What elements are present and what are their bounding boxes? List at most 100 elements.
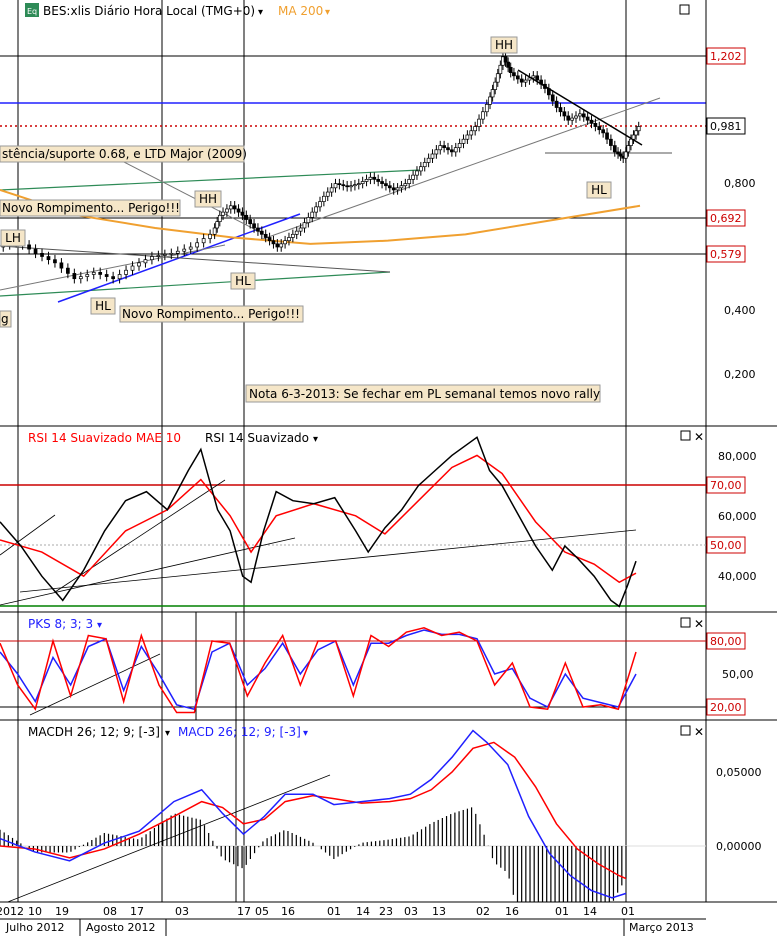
candle-body [395,187,400,191]
candle-body [605,132,609,140]
pks-tick: 50,00 [722,668,754,681]
maximize-icon[interactable] [680,725,691,736]
candle-body [337,183,342,186]
macdh-legend[interactable]: MACDH 26; 12; 9; [-3] [28,725,160,739]
candle-body [353,184,357,187]
downtrend-line [517,69,643,146]
candle-body [182,248,187,252]
close-icon[interactable]: ✕ [694,617,704,631]
pks-panel: PKS 8; 3; 3 ▾ ✕ 50,00 80,00 20,00 [0,611,777,716]
candle-body [453,147,458,153]
candle-body [391,187,396,191]
candle-body [244,214,249,220]
candle-body [578,113,582,117]
green-lower-line [0,271,391,297]
candle-body [117,274,122,280]
candle-body [27,244,31,250]
candle-body [322,195,326,202]
candle-body [546,88,551,96]
candle-body [215,221,220,229]
cut-label: g [1,312,9,326]
candle-body [341,184,346,187]
candle-body [306,217,311,224]
dropdown-icon[interactable]: ▾ [313,434,318,445]
dropdown-icon[interactable]: ▾ [97,620,102,631]
candle-body [283,240,287,245]
day-tick: 13 [432,905,446,918]
dropdown-icon[interactable]: ▾ [325,7,330,18]
candle-body [519,78,524,83]
annotation-breakout-2: Novo Rompimento... Perigo!!! [119,305,304,323]
pks-legend[interactable]: PKS 8; 3; 3 [28,617,93,631]
macd-tick: 0,00000 [716,840,762,853]
rsi-line [0,436,637,608]
maximize-icon[interactable] [680,430,691,441]
pks-tag-lower: 20,00 [710,701,742,714]
candle-body [111,276,115,280]
day-tick: 01 [327,905,341,918]
macd-legend[interactable]: MACD 26; 12; 9; [-3] [178,725,301,739]
candle-body [137,262,141,267]
candle-body [33,248,38,254]
candle-body [275,243,280,248]
candle-body [329,187,334,193]
rsi-tick: 60,000 [718,510,757,523]
rsi-ma-legend[interactable]: RSI 14 Suavizado MAE 10 [28,431,181,445]
day-tick: 01 [555,905,569,918]
candle-body [415,170,419,176]
dropdown-icon[interactable]: ▾ [303,728,308,739]
candle-body [349,185,353,188]
day-tick: 08 [103,905,117,918]
close-icon[interactable]: ✕ [694,725,704,739]
candle-body [490,89,495,98]
candle-body [252,223,256,229]
candle-body [208,233,212,239]
candle-body [143,259,148,264]
candle-body [558,107,563,113]
candle-body [515,75,520,80]
annotation-hl-3: HL [586,181,612,199]
rsi-tick: 40,000 [718,570,757,583]
day-tick: 10 [28,905,42,918]
candle-body [256,227,260,232]
candle-body [634,130,638,136]
candle-body [78,276,83,280]
candle-body [589,119,594,124]
breakout-note: Novo Rompimento... Perigo!!! [122,307,300,321]
candle-body [376,179,381,182]
candle-body [418,166,423,172]
rsi-trend-line [0,514,56,556]
candle-body [59,262,64,269]
day-tick: 01 [621,905,635,918]
maximize-icon[interactable] [680,617,691,628]
rsi-legend[interactable]: RSI 14 Suavizado [205,431,309,445]
instrument-title[interactable]: BES:xlis Diário Hora Local (TMG+0) [43,4,255,18]
candle-body [442,145,446,149]
candle-body [124,269,128,275]
price-tick: 0,800 [724,177,756,190]
candle-body [72,273,77,280]
dropdown-icon[interactable]: ▾ [165,728,170,739]
candle-body [380,181,384,184]
candle-body [236,208,241,213]
day-tick: 03 [404,905,418,918]
maximize-icon[interactable] [679,4,690,15]
candle-body [263,233,268,238]
rsi-tag-upper: 70,00 [710,479,742,492]
candle-body [531,75,536,79]
price-tag-ma-text: 0,692 [710,212,742,225]
candle-body [221,211,225,216]
candle-body [162,254,167,256]
close-icon[interactable]: ✕ [694,430,704,444]
candle-body [290,233,295,238]
price-tag-support [706,245,746,263]
dropdown-icon[interactable]: ▾ [258,7,263,18]
candle-body [554,100,559,108]
candle-body [399,185,404,189]
pks-tag-upper: 80,00 [710,635,742,648]
ma-legend[interactable]: MA 200 [278,4,323,18]
candle-body [623,151,628,159]
month-label: Julho 2012 [5,921,64,934]
hl-label: HL [95,299,111,313]
candle-body [539,79,543,85]
